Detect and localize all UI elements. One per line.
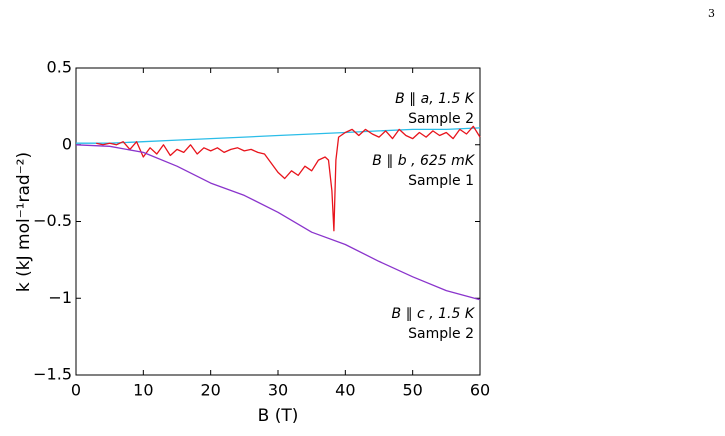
data-line — [96, 125, 481, 232]
y-tick-label: −1.5 — [33, 365, 72, 384]
series-label: B ∥ a, 1.5 K — [395, 91, 476, 107]
page-number: 3 — [708, 7, 715, 20]
data-line — [75, 144, 481, 301]
x-tick-label: 40 — [335, 381, 355, 400]
x-axis-label: B (T) — [258, 406, 299, 426]
series-label: B ∥ c , 1.5 K — [392, 306, 476, 322]
x-tick-label: 50 — [402, 381, 422, 400]
series-sample: Sample 2 — [408, 111, 474, 127]
y-tick-label: −1 — [48, 288, 72, 307]
x-tick-label: 0 — [71, 381, 81, 400]
x-tick-label: 10 — [133, 381, 153, 400]
data-line — [76, 127, 481, 144]
series-label: B ∥ b , 625 mK — [372, 153, 476, 169]
x-tick-label: 20 — [200, 381, 220, 400]
series-sample: Sample 2 — [408, 326, 474, 342]
y-axis-label: k (kJ mol⁻¹rad⁻²) — [14, 152, 34, 292]
series-sample: Sample 1 — [408, 173, 474, 189]
x-tick-label: 60 — [470, 381, 490, 400]
y-tick-label: 0 — [62, 134, 72, 153]
y-tick-label: −0.5 — [33, 211, 72, 230]
x-tick-label: 30 — [268, 381, 288, 400]
y-tick-label: 0.5 — [47, 58, 72, 77]
